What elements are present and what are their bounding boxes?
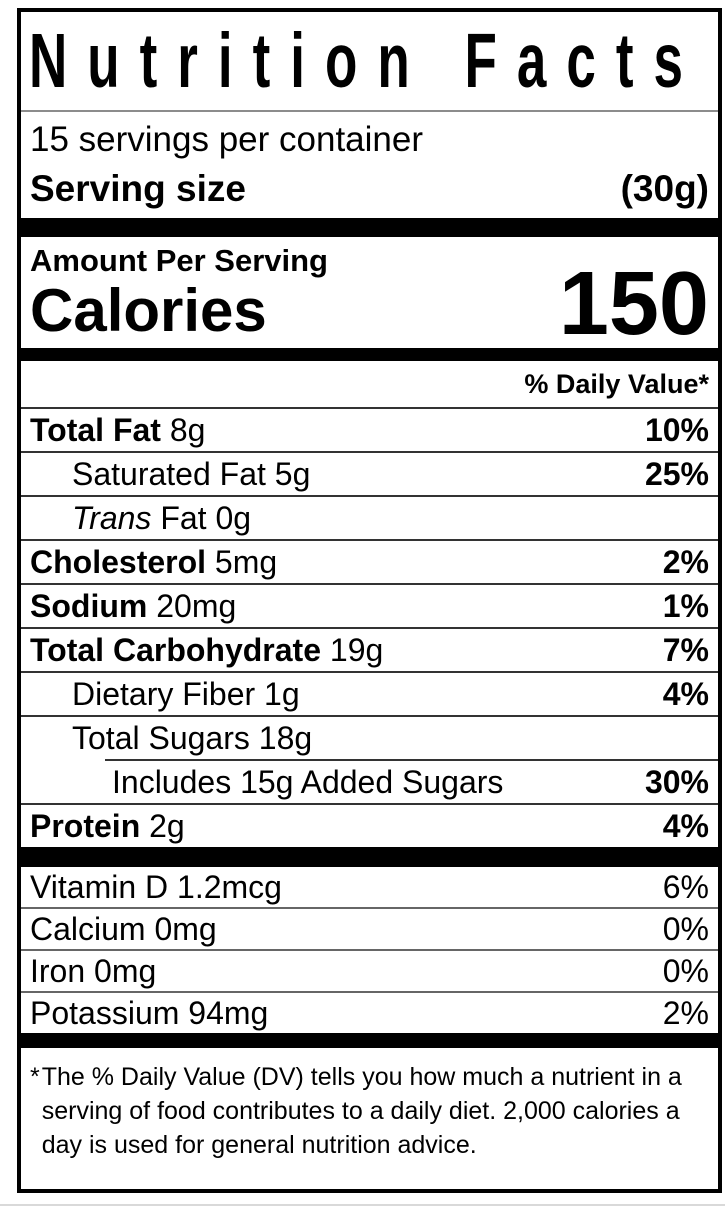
title-divider (21, 110, 718, 112)
nutrient-label: Total Sugars 18g (72, 721, 312, 755)
nutrient-row-saturated-fat: Saturated Fat 5g 25% (21, 453, 718, 497)
nutrient-amount: 19g (329, 631, 384, 668)
label-title: Nutrition Facts (29, 18, 703, 105)
micronutrient-row-vitamin-d: Vitamin D 1.2mcg 6% (21, 867, 718, 909)
nutrient-amount: 0mg (94, 952, 157, 989)
nutrient-dv: 2% (662, 543, 709, 580)
nutrient-amount: 20mg (156, 587, 237, 624)
nutrient-name: Total Sugars (72, 719, 250, 756)
nutrient-row-total-sugars: Total Sugars 18g (21, 717, 718, 759)
nutrient-name: Total Carbohydrate (30, 631, 321, 668)
nutrient-name: Protein (30, 807, 141, 844)
nutrient-name: Total Fat (30, 411, 161, 448)
nutrient-row-total-fat: Total Fat 8g 10% (21, 409, 718, 453)
nutrient-amount: 94mg (188, 994, 269, 1031)
nutrient-name: Calcium (30, 910, 146, 947)
nutrient-row-added-sugars: Includes 15g Added Sugars 30% (21, 761, 718, 805)
nutrient-amount: 2g (149, 807, 185, 844)
nutrient-dv: 30% (644, 763, 709, 800)
nutrient-name: Includes 15g Added Sugars (112, 763, 504, 800)
calories-label: Calories (30, 276, 267, 344)
nutrient-label: Dietary Fiber 1g (72, 677, 300, 711)
nutrient-dv: 2% (662, 994, 709, 1031)
nutrient-row-cholesterol: Cholesterol 5mg 2% (21, 541, 718, 585)
nutrient-label: Iron 0mg (30, 954, 156, 988)
nutrient-row-sodium: Sodium 20mg 1% (21, 585, 718, 629)
nutrient-row-protein: Protein 2g 4% (21, 805, 718, 847)
footnote-line: The % Daily Value (DV) tells you how muc… (41, 1062, 682, 1091)
calories-value: 150 (558, 253, 709, 354)
thick-rule-middle (21, 846, 718, 867)
nutrient-dv: 0% (662, 910, 709, 947)
page-edge-line (0, 1204, 725, 1206)
daily-value-header: % Daily Value* (21, 361, 718, 409)
thick-rule-top (21, 218, 718, 237)
serving-size-label: Serving size (30, 168, 246, 209)
nutrient-name: Iron (30, 952, 86, 989)
micronutrient-row-iron: Iron 0mg 0% (21, 951, 718, 993)
calories-left-column: Amount Per Serving Calories (30, 243, 328, 342)
nutrient-label: Protein 2g (30, 809, 185, 843)
nutrient-label: Calcium 0mg (30, 912, 217, 946)
servings-per-container: 15 servings per container (30, 120, 423, 159)
nutrient-name: Cholesterol (30, 543, 207, 580)
nutrient-dv: 0% (662, 952, 709, 989)
medium-rule (21, 347, 718, 361)
nutrient-amount: 0mg (154, 910, 217, 947)
nutrient-amount: 18g (258, 719, 313, 756)
nutrient-label: Includes 15g Added Sugars (112, 765, 503, 799)
calories-block: Amount Per Serving Calories 150 (21, 237, 718, 354)
nutrient-amount: 1.2mcg (177, 868, 282, 905)
nutrient-label: Total Carbohydrate 19g (30, 633, 383, 667)
nutrient-row-dietary-fiber: Dietary Fiber 1g 4% (21, 673, 718, 717)
nutrient-name: Trans (72, 499, 152, 536)
serving-size-row: Serving size (30g) (21, 162, 718, 218)
nutrient-label: Vitamin D 1.2mcg (30, 870, 282, 904)
nutrient-dv: 10% (644, 411, 709, 448)
nutrient-dv: 4% (662, 807, 709, 844)
nutrient-label: Trans Fat 0g (72, 501, 251, 535)
nutrient-amount: 5g (274, 455, 311, 492)
serving-size-value: (30g) (620, 168, 709, 209)
footnote: * The % Daily Value (DV) tells you how m… (21, 1048, 718, 1162)
nutrient-name: Saturated Fat (72, 455, 266, 492)
nutrient-amount: Fat 0g (160, 499, 252, 536)
amount-per-serving-label: Amount Per Serving (30, 243, 328, 278)
nutrient-name: Sodium (30, 587, 148, 624)
nutrient-name: Dietary Fiber (72, 675, 256, 712)
nutrient-dv: 7% (662, 631, 709, 668)
indented-divider (105, 758, 718, 761)
nutrition-facts-label: Nutrition Facts 15 servings per containe… (17, 8, 722, 1193)
nutrient-label: Potassium 94mg (30, 996, 268, 1030)
nutrient-label: Sodium 20mg (30, 589, 236, 623)
nutrient-dv: 1% (662, 587, 709, 624)
footnote-text: The % Daily Value (DV) tells you how muc… (42, 1060, 682, 1162)
nutrient-name: Potassium (30, 994, 180, 1031)
nutrient-label: Total Fat 8g (30, 413, 205, 447)
nutrient-name: Vitamin D (30, 868, 169, 905)
nutrient-amount: 5mg (214, 543, 278, 580)
nutrient-row-total-carbohydrate: Total Carbohydrate 19g 7% (21, 629, 718, 673)
nutrient-dv: 25% (644, 455, 709, 492)
thick-rule-bottom (21, 1032, 718, 1048)
footnote-line: serving of food contributes to a daily d… (41, 1096, 680, 1125)
nutrient-dv: 6% (662, 868, 709, 905)
nutrient-amount: 1g (264, 675, 300, 712)
footnote-line: day is used for general nutrition advice… (41, 1130, 477, 1159)
nutrient-label: Saturated Fat 5g (72, 457, 310, 491)
nutrient-dv: 4% (662, 675, 709, 712)
nutrient-label: Cholesterol 5mg (30, 545, 277, 579)
nutrient-row-trans-fat: Trans Fat 0g (21, 497, 718, 541)
footnote-asterisk: * (30, 1062, 40, 1091)
micronutrient-row-calcium: Calcium 0mg 0% (21, 909, 718, 951)
micronutrient-row-potassium: Potassium 94mg 2% (21, 993, 718, 1033)
nutrient-amount: 8g (169, 411, 206, 448)
